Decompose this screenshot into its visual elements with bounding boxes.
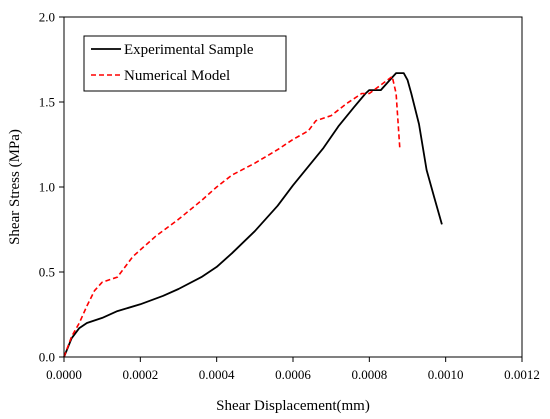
series-line-numerical	[63, 75, 401, 358]
x-tick-label: 0.0000	[46, 367, 82, 382]
y-axis-title: Shear Stress (MPa)	[7, 129, 23, 245]
y-tick-label: 1.5	[39, 95, 55, 110]
series-line-experimental	[63, 72, 443, 358]
legend-box	[83, 35, 287, 92]
x-tick-label: 0.0008	[351, 367, 387, 382]
x-axis-title: Shear Displacement(mm)	[216, 398, 370, 414]
x-tick-label: 0.0010	[428, 367, 464, 382]
series-layer	[63, 72, 443, 358]
ticks-layer: 0.0000 0.0002 0.0004 0.0006 0.0008 0.0010 0.00…	[39, 10, 540, 383]
legend-label-numerical: Numerical Model	[124, 68, 230, 84]
y-tick-label: 1.0	[39, 180, 55, 195]
y-tick-label: 0.0	[39, 350, 55, 365]
x-tick-label: 0.0004	[199, 367, 235, 382]
y-tick-label: 0.5	[39, 265, 55, 280]
y-tick-label: 2.0	[39, 10, 55, 25]
x-tick-label: 0.0012	[504, 367, 540, 382]
x-tick-label: 0.0006	[275, 367, 311, 382]
x-tick-label: 0.0002	[122, 367, 158, 382]
legend: Experimental Sample Numerical Model	[83, 35, 287, 92]
legend-label-experimental: Experimental Sample	[124, 42, 254, 58]
